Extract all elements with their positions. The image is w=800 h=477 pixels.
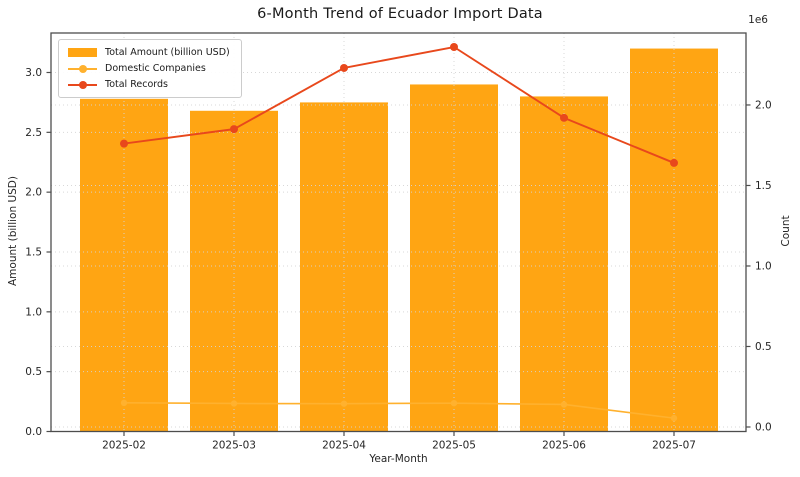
legend-label: Total Amount (billion USD) bbox=[105, 47, 230, 58]
point-domestic-companies-2025-02 bbox=[120, 399, 128, 407]
tick-label-x: 2025-05 bbox=[432, 440, 476, 452]
plot-border bbox=[50, 32, 747, 433]
tick-label-left: 2.0 bbox=[25, 187, 42, 199]
tick-label-right: 1.0 bbox=[755, 260, 772, 272]
right-axis-multiplier: 1e6 bbox=[748, 14, 768, 26]
point-domestic-companies-2025-04 bbox=[340, 400, 348, 407]
tick-label-left: 1.5 bbox=[25, 246, 42, 258]
chart-title: 6-Month Trend of Ecuador Import Data bbox=[257, 6, 543, 22]
tick-label-right: 0.5 bbox=[755, 341, 772, 353]
tick-label-left: 3.0 bbox=[25, 67, 42, 79]
line-marker-icon bbox=[68, 79, 97, 90]
point-domestic-companies-2025-06 bbox=[560, 401, 568, 408]
point-total-records-2025-03 bbox=[230, 125, 238, 134]
legend-item-total-amount: Total Amount (billion USD) bbox=[68, 47, 230, 58]
bar-2025-04 bbox=[300, 102, 388, 432]
legend-item-total-records: Total Records bbox=[68, 79, 230, 90]
y-axis-label-right: Count bbox=[780, 215, 792, 247]
tick-label-right: 2.0 bbox=[755, 99, 772, 111]
tick-label-x: 2025-02 bbox=[102, 440, 146, 452]
point-total-records-2025-07 bbox=[670, 158, 678, 167]
x-axis-label: Year-Month bbox=[369, 453, 428, 465]
line-domestic-companies bbox=[123, 402, 675, 419]
tick-label-left: 0.0 bbox=[25, 426, 42, 438]
point-domestic-companies-2025-03 bbox=[230, 400, 238, 407]
legend-label: Domestic Companies bbox=[105, 63, 206, 74]
bar-2025-06 bbox=[520, 96, 608, 432]
point-total-records-2025-04 bbox=[340, 63, 348, 72]
legend-item-domestic-companies: Domestic Companies bbox=[68, 63, 230, 74]
bar-swatch-icon bbox=[68, 47, 97, 58]
tick-label-x: 2025-06 bbox=[542, 440, 586, 452]
tick-label-x: 2025-07 bbox=[652, 440, 696, 452]
point-domestic-companies-2025-07 bbox=[670, 414, 678, 422]
tick-label-right: 1.5 bbox=[755, 180, 772, 192]
point-total-records-2025-05 bbox=[450, 43, 458, 52]
bar-2025-07 bbox=[630, 48, 718, 432]
point-total-records-2025-06 bbox=[560, 113, 568, 122]
tick-label-x: 2025-03 bbox=[212, 440, 256, 452]
tick-label-left: 1.0 bbox=[25, 306, 42, 318]
tick-label-x: 2025-04 bbox=[322, 440, 366, 452]
bar-2025-03 bbox=[190, 110, 278, 432]
point-total-records-2025-02 bbox=[120, 139, 128, 148]
tick-label-left: 2.5 bbox=[25, 127, 42, 139]
line-total-records bbox=[123, 46, 675, 164]
legend-label: Total Records bbox=[105, 79, 168, 90]
tick-label-right: 0.0 bbox=[755, 421, 772, 433]
line-marker-icon bbox=[68, 63, 97, 74]
point-domestic-companies-2025-05 bbox=[450, 399, 458, 407]
legend: Total Amount (billion USD) Domestic Comp… bbox=[58, 39, 242, 98]
y-axis-label-left: Amount (billion USD) bbox=[7, 176, 19, 286]
tick-label-left: 0.5 bbox=[25, 366, 42, 378]
